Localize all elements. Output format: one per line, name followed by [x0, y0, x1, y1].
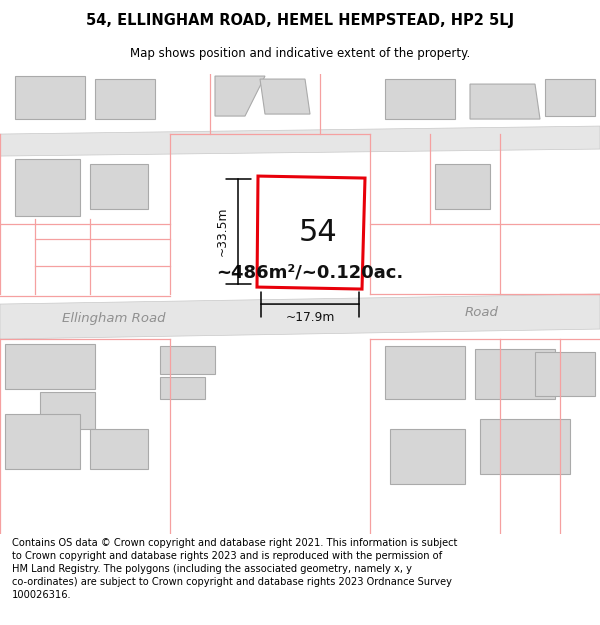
Polygon shape: [95, 79, 155, 119]
Polygon shape: [390, 429, 465, 484]
Polygon shape: [0, 126, 600, 156]
Polygon shape: [15, 76, 85, 119]
Text: Ellingham Road: Ellingham Road: [62, 311, 166, 324]
Polygon shape: [5, 414, 80, 469]
Polygon shape: [260, 79, 310, 114]
Text: Road: Road: [465, 306, 499, 319]
Polygon shape: [257, 176, 365, 289]
Polygon shape: [40, 392, 95, 429]
Polygon shape: [470, 84, 540, 119]
Polygon shape: [5, 344, 95, 389]
Polygon shape: [535, 352, 595, 396]
Polygon shape: [435, 164, 490, 209]
Text: Contains OS data © Crown copyright and database right 2021. This information is : Contains OS data © Crown copyright and d…: [12, 538, 457, 600]
Polygon shape: [160, 377, 205, 399]
Text: ~486m²/~0.120ac.: ~486m²/~0.120ac.: [217, 263, 404, 281]
Polygon shape: [480, 419, 570, 474]
Polygon shape: [385, 346, 465, 399]
Polygon shape: [160, 346, 215, 374]
Text: ~17.9m: ~17.9m: [286, 311, 335, 324]
Polygon shape: [90, 429, 148, 469]
Text: ~33.5m: ~33.5m: [215, 207, 229, 256]
Polygon shape: [15, 159, 80, 216]
Polygon shape: [545, 79, 595, 116]
Polygon shape: [90, 164, 148, 209]
Text: 54: 54: [299, 218, 338, 247]
Text: 54, ELLINGHAM ROAD, HEMEL HEMPSTEAD, HP2 5LJ: 54, ELLINGHAM ROAD, HEMEL HEMPSTEAD, HP2…: [86, 13, 514, 28]
Text: Map shows position and indicative extent of the property.: Map shows position and indicative extent…: [130, 47, 470, 59]
Polygon shape: [475, 349, 555, 399]
Polygon shape: [385, 79, 455, 119]
Polygon shape: [0, 294, 600, 339]
Polygon shape: [215, 76, 265, 116]
